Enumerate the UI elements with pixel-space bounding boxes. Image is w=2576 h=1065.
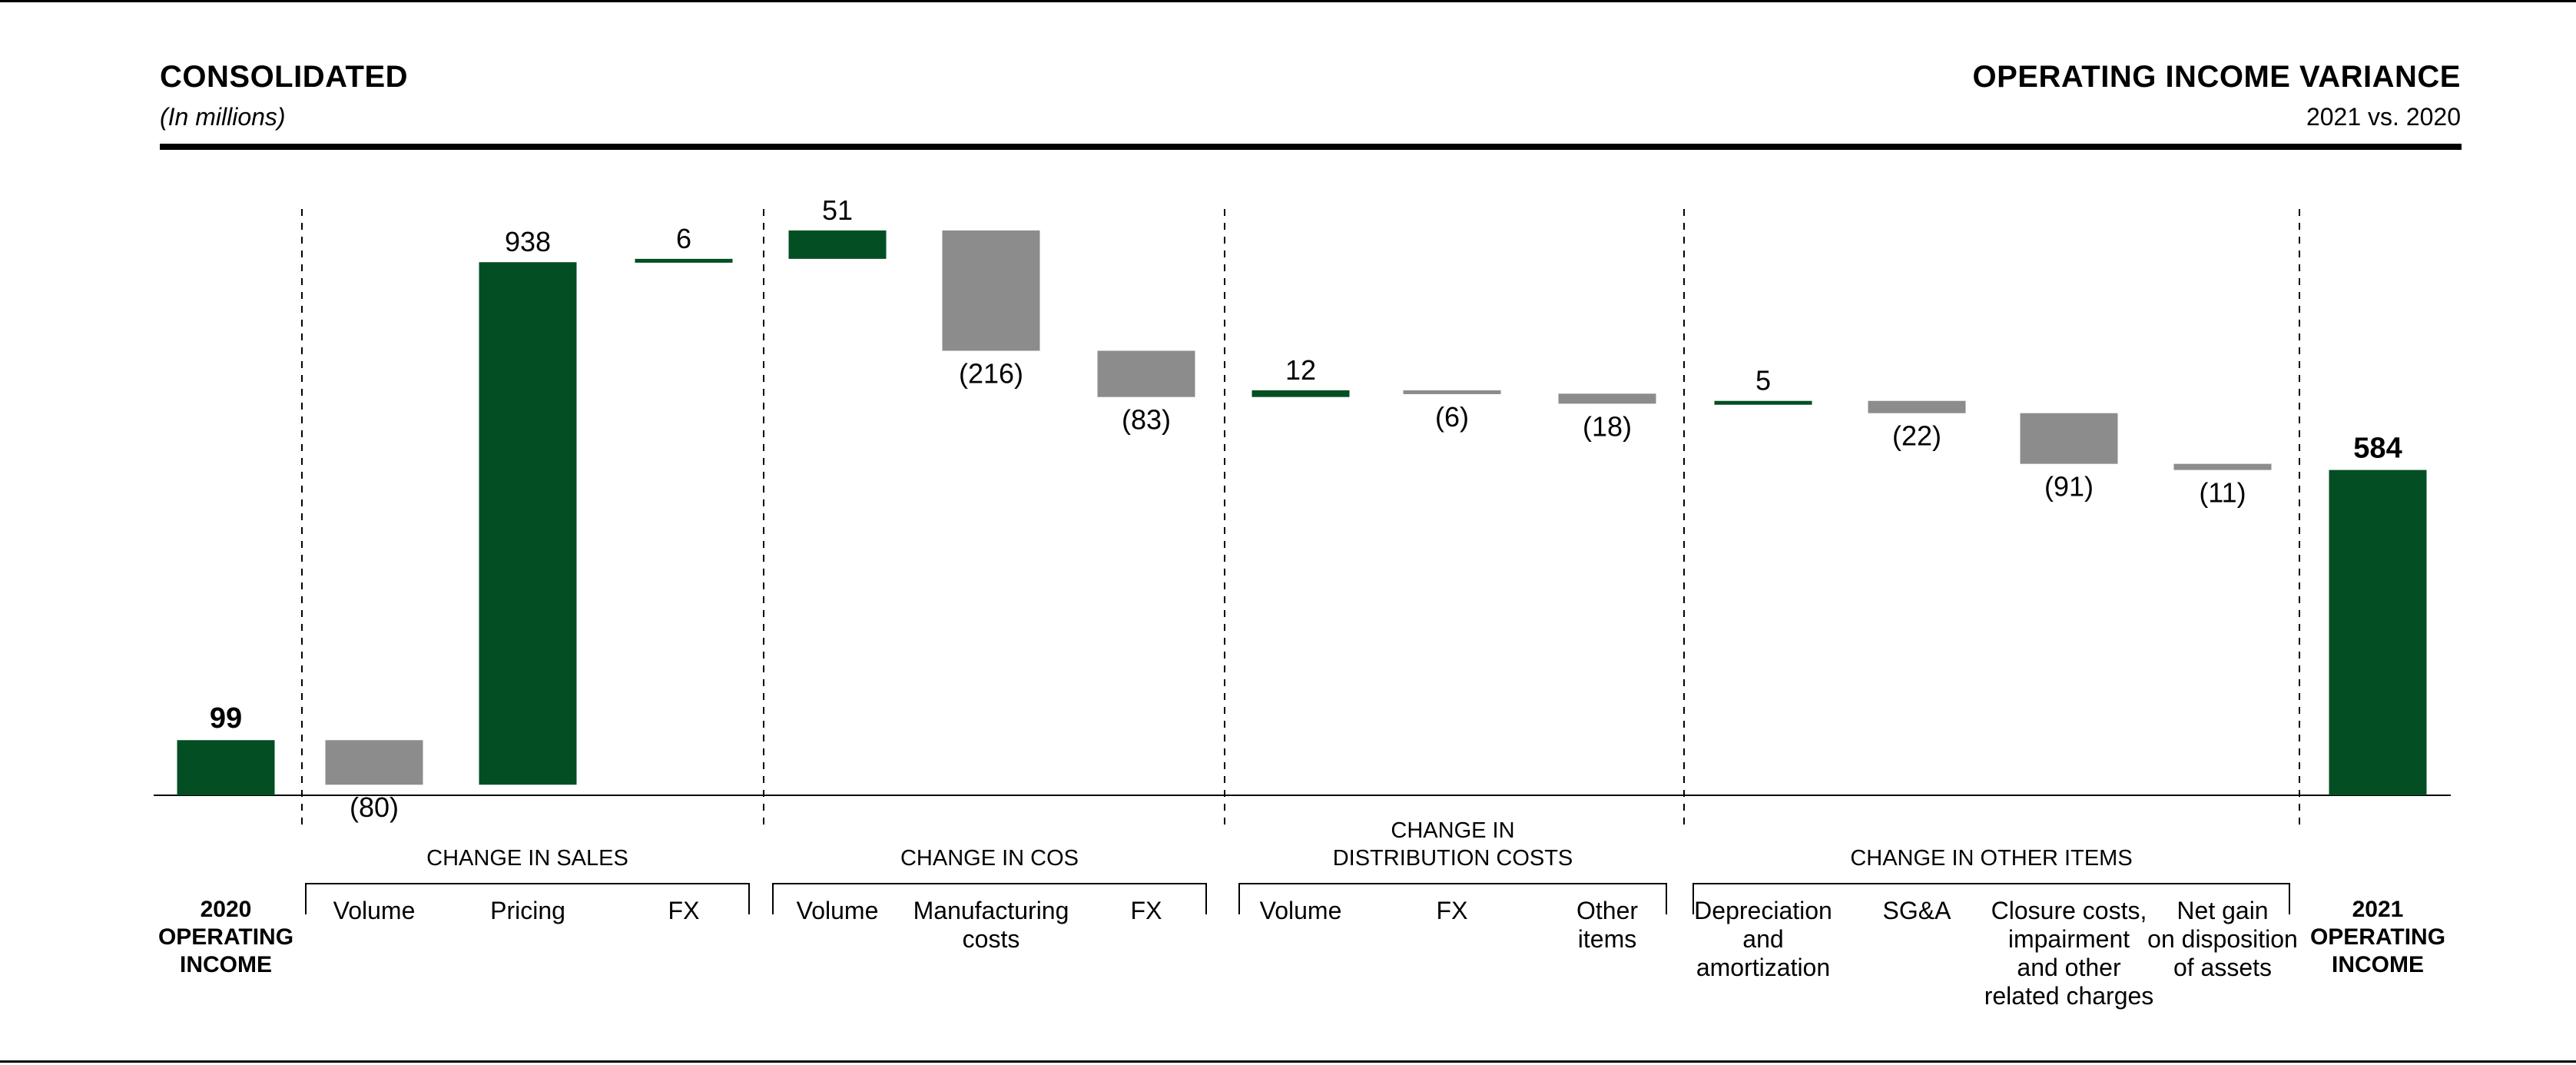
group-title: CHANGE IN OTHER ITEMS xyxy=(1850,846,2132,871)
start-category-label: 2020 xyxy=(201,897,252,922)
value-label: 12 xyxy=(1285,354,1316,386)
waterfall-bar xyxy=(635,258,733,263)
left-title: CONSOLIDATED xyxy=(160,60,409,94)
waterfall-bar xyxy=(1868,400,1966,413)
category-label: FX xyxy=(1437,897,1468,924)
category-label: Pricing xyxy=(490,897,565,924)
end-category-label: 2021 xyxy=(2352,897,2404,922)
group-bracket xyxy=(1692,883,2290,914)
right-subtitle: 2021 vs. 2020 xyxy=(2306,103,2461,131)
value-label: (6) xyxy=(1435,401,1469,433)
category-label: impairment xyxy=(2008,925,2130,953)
waterfall-bar xyxy=(1097,350,1195,397)
start-category-label: INCOME xyxy=(180,952,272,977)
waterfall-bar xyxy=(479,262,577,785)
group-bracket xyxy=(1238,883,1667,914)
category-label: FX xyxy=(1131,897,1162,924)
end-category-label: OPERATING xyxy=(2310,924,2445,950)
category-label: costs xyxy=(963,925,1020,953)
category-label: FX xyxy=(668,897,700,924)
value-label: 938 xyxy=(505,226,551,257)
category-label: amortization xyxy=(1696,954,1830,981)
waterfall-bar xyxy=(1714,400,1812,405)
category-label: Manufacturing xyxy=(913,897,1069,924)
bar-end xyxy=(2329,469,2427,795)
category-label: Volume xyxy=(333,897,416,924)
value-label: 5 xyxy=(1755,365,1771,396)
bar-start xyxy=(177,740,275,795)
top-rule xyxy=(0,0,2576,2)
value-label: (91) xyxy=(2044,471,2094,503)
value-label: (216) xyxy=(959,357,1023,389)
group-bracket xyxy=(772,883,1207,914)
waterfall-bar xyxy=(1558,393,1656,404)
value-label: (18) xyxy=(1583,410,1632,442)
value-label: (83) xyxy=(1122,404,1171,436)
category-label: Depreciation xyxy=(1694,897,1832,924)
category-label: of assets xyxy=(2173,954,2272,981)
category-label: SG&A xyxy=(1883,897,1952,924)
end-category-label: INCOME xyxy=(2332,952,2424,977)
header-rule xyxy=(160,144,2462,150)
group-title: CHANGE IN xyxy=(1391,818,1514,843)
category-label: and xyxy=(1742,925,1783,953)
value-label-start: 99 xyxy=(210,702,242,735)
group-title: CHANGE IN SALES xyxy=(426,846,628,871)
value-label: (80) xyxy=(350,791,399,823)
start-category-label: OPERATING xyxy=(158,924,293,950)
waterfall-bar xyxy=(1252,390,1350,397)
group-bracket xyxy=(305,883,750,914)
category-label: on disposition xyxy=(2147,925,2298,953)
waterfall-bar xyxy=(2173,463,2272,470)
category-label: Net gain xyxy=(2177,897,2268,924)
left-subtitle: (In millions) xyxy=(160,103,286,131)
group-title: CHANGE IN COS xyxy=(900,846,1079,871)
waterfall-bar xyxy=(942,230,1040,351)
category-label: related charges xyxy=(1984,982,2154,1010)
category-label: and other xyxy=(2017,954,2121,981)
right-title: OPERATING INCOME VARIANCE xyxy=(1972,60,2461,94)
group-title: DISTRIBUTION COSTS xyxy=(1333,846,1573,871)
category-label: items xyxy=(1578,925,1636,953)
value-label-end: 584 xyxy=(2353,433,2402,465)
bottom-rule xyxy=(0,1060,2576,1063)
category-label: Volume xyxy=(1260,897,1342,924)
value-label: (22) xyxy=(1892,420,1941,452)
category-label: Closure costs, xyxy=(1991,897,2147,924)
waterfall-bar xyxy=(1403,390,1501,394)
value-label: 51 xyxy=(822,194,853,226)
value-label: 6 xyxy=(676,223,691,254)
waterfall-bar xyxy=(788,230,887,259)
waterfall-bar xyxy=(325,740,423,785)
category-label: Other xyxy=(1576,897,1638,924)
category-label: Volume xyxy=(797,897,879,924)
waterfall-bar xyxy=(2020,413,2118,464)
value-label: (11) xyxy=(2199,477,2246,509)
